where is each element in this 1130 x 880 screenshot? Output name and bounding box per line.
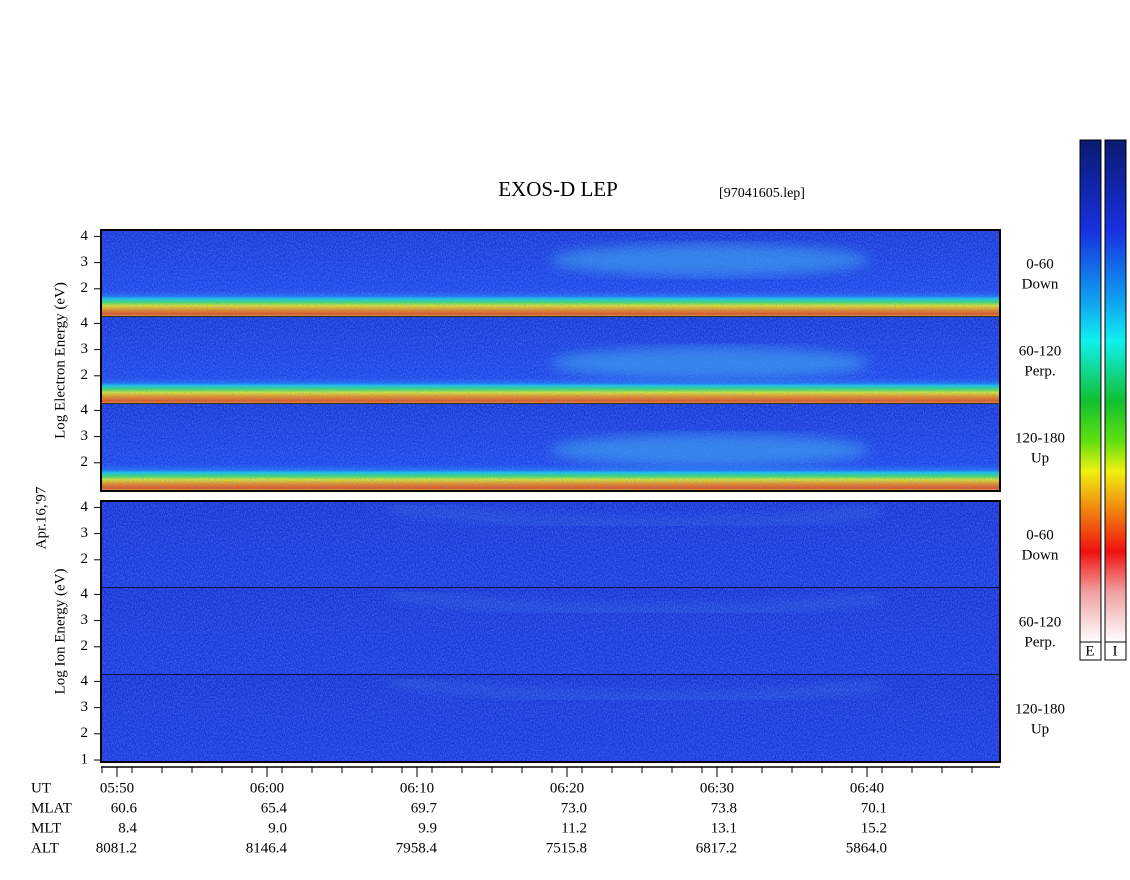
ephemeris-value: 60.6 (111, 800, 138, 816)
noise (101, 501, 1000, 588)
ephemeris-value: 6817.2 (696, 840, 737, 856)
y-tick-label: 2 (81, 725, 89, 741)
colorbar-box (1104, 641, 1127, 661)
y-tick-label: 2 (81, 454, 89, 470)
ephemeris-value: 9.0 (268, 820, 287, 836)
time-label: 06:00 (250, 780, 284, 796)
y-tick-label: 1 (81, 751, 89, 767)
ephemeris-value: 11.2 (561, 820, 587, 836)
y-tick-label: 2 (81, 551, 89, 567)
file-name: [97041605.lep] (719, 186, 805, 201)
colorbar-label: I (1113, 643, 1118, 659)
ephemeris-value: 8146.4 (246, 840, 288, 856)
ephemeris-value: 15.2 (861, 820, 887, 836)
y-tick-label: 3 (81, 699, 89, 715)
ephemeris-value: 70.1 (861, 800, 887, 816)
y-tick-label: 2 (81, 280, 89, 296)
time-label: 06:30 (700, 780, 734, 796)
angle-label: 120-180 (1015, 430, 1065, 446)
angle-label: 0-60 (1026, 256, 1054, 272)
y-tick-label: 3 (81, 428, 89, 444)
colorbar-e (1079, 139, 1102, 643)
direction-label: Down (1022, 276, 1059, 292)
row-name: MLT (31, 820, 61, 836)
y-tick-label: 3 (81, 612, 89, 628)
noise (101, 317, 1000, 404)
time-label: 05:50 (100, 780, 134, 796)
y-tick-label: 4 (81, 315, 89, 331)
y-tick-label: 4 (81, 228, 89, 244)
angle-label: 60-120 (1019, 343, 1062, 359)
date: Apr.16,'97 (33, 486, 49, 549)
y-tick-label: 3 (81, 341, 89, 357)
y-axis-label: Log Electron Energy (eV) (52, 282, 68, 439)
time-label: 06:20 (550, 780, 584, 796)
y-tick-label: 2 (81, 367, 89, 383)
direction-label: Perp. (1024, 363, 1055, 379)
ephemeris-value: 7515.8 (546, 840, 587, 856)
angle-label: 120-180 (1015, 701, 1065, 717)
y-tick-label: 4 (81, 499, 89, 515)
direction-label: Up (1031, 721, 1049, 737)
direction-label: Perp. (1024, 634, 1055, 650)
ephemeris-value: 5864.0 (846, 840, 887, 856)
time-label: 06:40 (850, 780, 884, 796)
colorbar-box (1079, 641, 1102, 661)
angle-label: 60-120 (1019, 614, 1062, 630)
ephemeris-value: 8081.2 (96, 840, 137, 856)
noise (101, 230, 1000, 317)
row-name: MLAT (31, 800, 72, 816)
ephemeris-value: 73.8 (711, 800, 737, 816)
ephemeris-value: 9.9 (418, 820, 437, 836)
direction-label: Up (1031, 450, 1049, 466)
ephemeris-value: 8.4 (118, 820, 137, 836)
noise (101, 675, 1000, 762)
direction-label: Down (1022, 547, 1059, 563)
y-tick-label: 4 (81, 673, 89, 689)
noise (101, 588, 1000, 675)
row-name: ALT (31, 840, 59, 856)
block-frame (100, 229, 1001, 492)
ephemeris-value: 73.0 (561, 800, 587, 816)
y-axis-label: Log Ion Energy (eV) (52, 569, 68, 695)
ephemeris-value: 7958.4 (396, 840, 438, 856)
block-frame (100, 500, 1001, 763)
row-name: UT (31, 780, 51, 796)
ephemeris-value: 69.7 (411, 800, 438, 816)
y-tick-label: 2 (81, 638, 89, 654)
y-tick-label: 4 (81, 586, 89, 602)
angle-label: 0-60 (1026, 527, 1054, 543)
title: EXOS-D LEP (498, 177, 618, 201)
ephemeris-value: 65.4 (261, 800, 288, 816)
noise (101, 404, 1000, 491)
y-tick-label: 3 (81, 525, 89, 541)
time-label: 06:10 (400, 780, 434, 796)
ephemeris-value: 13.1 (711, 820, 737, 836)
y-tick-label: 3 (81, 254, 89, 270)
colorbar-i (1104, 139, 1127, 643)
colorbar-label: E (1085, 643, 1094, 659)
y-tick-label: 4 (81, 402, 89, 418)
colorbar (1079, 139, 1127, 661)
